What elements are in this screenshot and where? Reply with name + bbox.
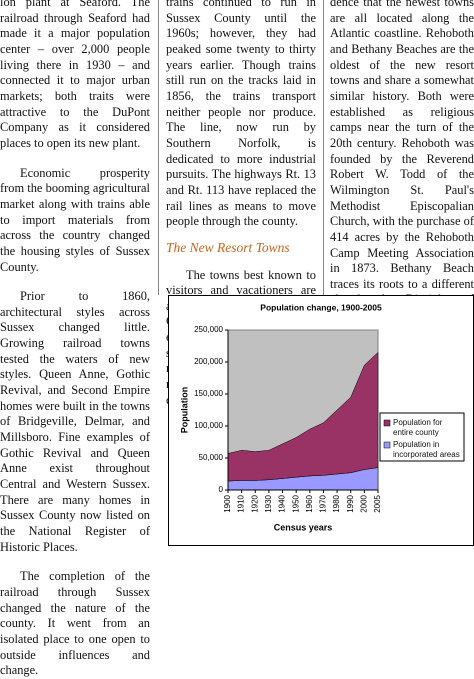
- x-tick-label: 1950: [291, 494, 300, 512]
- column: lon plant at Seaford. The railroad throu…: [0, 0, 150, 679]
- x-tick-label: 1990: [346, 494, 355, 512]
- x-tick-label: 1930: [264, 494, 273, 512]
- legend-swatch: [383, 419, 391, 427]
- chart-title: Population change, 1900-2005: [260, 302, 382, 312]
- x-tick-label: 1980: [332, 494, 341, 512]
- legend: [379, 412, 465, 462]
- legend-swatch: [383, 441, 391, 449]
- x-tick-label: 1900: [223, 494, 232, 512]
- legend-entry: Population for entire county: [393, 418, 443, 437]
- column-rule: [158, 0, 159, 295]
- x-axis-label: Census years: [274, 522, 333, 532]
- x-tick-label: 2005: [373, 494, 382, 512]
- chart: Population change, 1900-2005 Population …: [168, 295, 474, 546]
- x-tick-label: 1940: [278, 494, 287, 512]
- paragraph: trains continued to run in Sussex County…: [166, 0, 316, 229]
- legend-label: Population for entire county: [393, 418, 443, 437]
- y-tick-label: 150,000: [194, 389, 223, 398]
- y-tick-label: 100,000: [194, 421, 223, 430]
- x-tick-label: 1960: [305, 494, 314, 512]
- legend-entry: Population in incorporated areas: [393, 440, 460, 459]
- x-tick-label: 1970: [319, 494, 328, 512]
- y-axis-label: Population: [179, 387, 189, 434]
- paragraph: The completion of the railroad through S…: [0, 569, 150, 678]
- x-tick-label: 1920: [250, 494, 259, 512]
- x-tick-label: 1910: [237, 494, 246, 512]
- y-tick-label: 50,000: [199, 453, 224, 462]
- section-heading: The New Resort Towns: [166, 239, 290, 255]
- y-tick-label: 250,000: [194, 325, 223, 334]
- paragraph: Economic prosperity from the booming agr…: [0, 165, 150, 274]
- x-tick-label: 2000: [359, 494, 368, 512]
- y-tick-label: 0: [219, 485, 224, 494]
- paragraph: lon plant at Seaford. The railroad throu…: [0, 0, 150, 150]
- paragraph: Prior to 1860, architectural styles acro…: [0, 289, 150, 554]
- y-tick-label: 200,000: [194, 357, 223, 366]
- column-rule: [323, 0, 324, 295]
- legend-label: Population in incorporated areas: [393, 440, 460, 459]
- area: [227, 351, 379, 482]
